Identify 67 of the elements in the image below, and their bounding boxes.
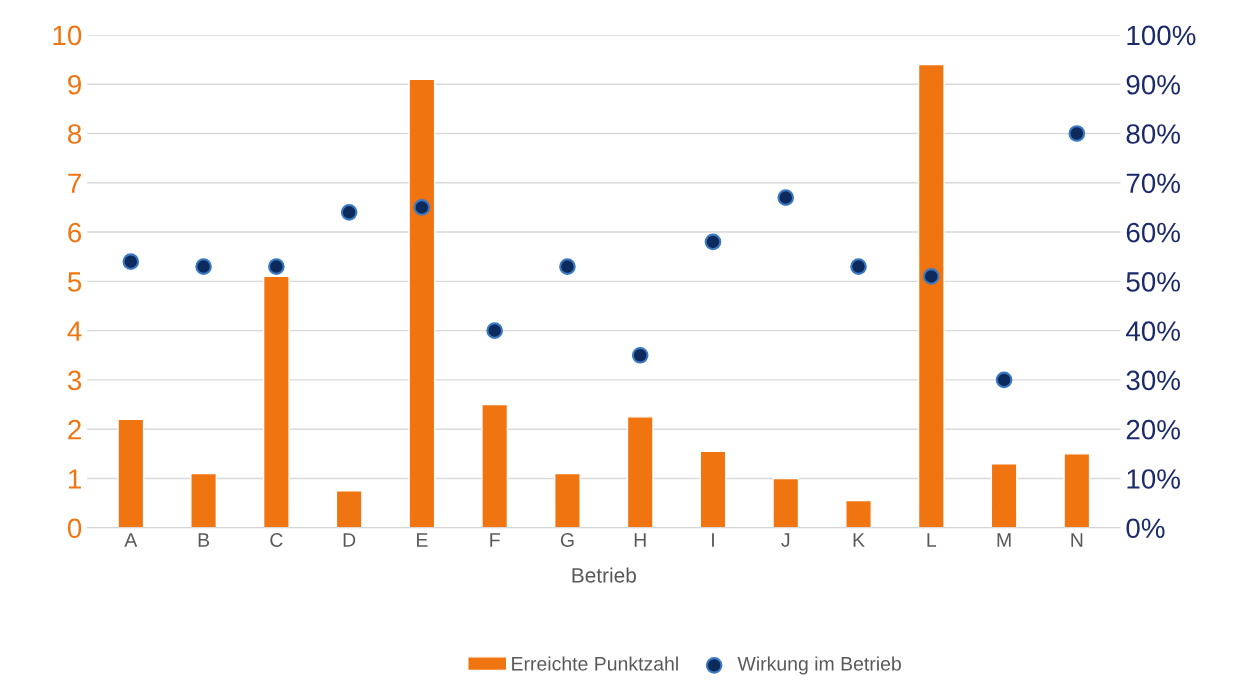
legend-label: Erreichte Punktzahl [512, 656, 678, 671]
point [340, 204, 358, 221]
y-tick-label: 2 [68, 419, 81, 440]
bar [335, 490, 363, 528]
x-tick-label: B [198, 533, 210, 547]
point [268, 258, 285, 275]
y2-tick-label: 100% [1127, 25, 1196, 46]
point [559, 258, 576, 275]
point [631, 346, 649, 364]
y-tick-label: 5 [67, 272, 82, 292]
y-tick-label: 6 [68, 222, 82, 243]
bar [772, 477, 800, 528]
y2-tick-label: 40% [1126, 321, 1180, 341]
bar [190, 472, 218, 528]
x-tick-label: N [1071, 533, 1083, 547]
y2-tick-label: 80% [1126, 124, 1180, 144]
x-tick-label: D [343, 533, 356, 547]
y2-tick-label: 90% [1126, 74, 1180, 95]
x-tick-label: K [853, 533, 865, 547]
y-tick-label: 4 [67, 321, 82, 341]
point [1068, 125, 1086, 142]
bar [117, 418, 145, 528]
y2-tick-label: 0% [1126, 518, 1165, 539]
x-tick-label: C [270, 533, 283, 547]
bar [481, 403, 509, 528]
x-tick-label: H [634, 533, 646, 547]
x-tick-label: J [781, 533, 790, 547]
y2-tick-label: 50% [1126, 272, 1180, 292]
bar [699, 450, 727, 528]
bar [626, 416, 654, 528]
bar [1063, 453, 1091, 528]
bar [917, 63, 945, 528]
y-tick-label: 3 [67, 370, 82, 391]
x-tick-label: L [927, 533, 937, 547]
y-tick-label: 1 [68, 469, 81, 489]
y2-tick-label: 30% [1126, 370, 1180, 391]
bar [262, 275, 290, 528]
y2-tick-label: 60% [1126, 222, 1180, 243]
point [122, 253, 140, 270]
point [486, 322, 503, 339]
point [995, 371, 1013, 389]
point [922, 268, 940, 285]
bar [408, 78, 436, 528]
y-tick-label: 9 [68, 74, 81, 95]
x-tick-label: E [417, 533, 428, 547]
x-axis-title: Betrieb [572, 567, 636, 583]
x-tick-label: F [490, 533, 500, 547]
point [704, 233, 722, 251]
y-tick-label: 0 [67, 518, 82, 539]
point [195, 258, 212, 275]
bar [554, 472, 581, 528]
x-tick-label: A [124, 533, 138, 547]
point [850, 258, 867, 275]
y-tick-label: 10 [53, 25, 82, 46]
y2-tick-label: 10% [1127, 469, 1180, 489]
x-tick-label: I [712, 533, 714, 547]
bar [990, 462, 1018, 528]
x-tick-label: M [997, 533, 1011, 547]
legend-label: Wirkung im Betrieb [737, 656, 901, 675]
y-tick-label: 8 [68, 124, 82, 144]
y2-tick-label: 70% [1126, 173, 1180, 194]
point [413, 199, 431, 216]
y-tick-label: 7 [68, 173, 81, 193]
bar [845, 499, 872, 528]
y2-tick-label: 20% [1126, 419, 1180, 440]
point [777, 189, 795, 206]
x-tick-label: G [560, 533, 574, 547]
